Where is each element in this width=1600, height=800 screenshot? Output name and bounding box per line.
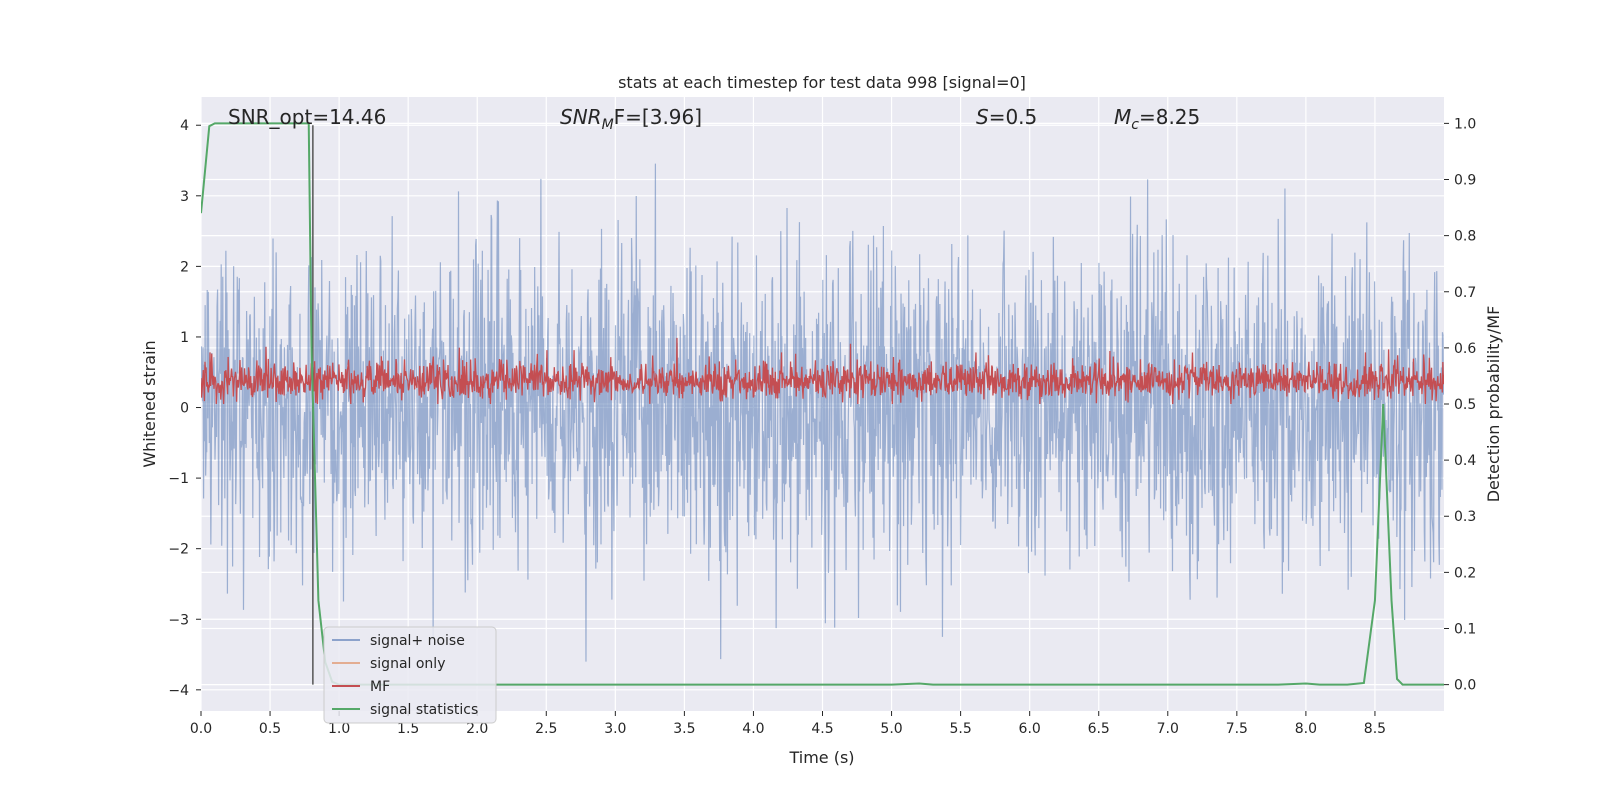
- x-tick-label: 6.5: [1088, 721, 1110, 737]
- y-tick-label: 4: [180, 118, 189, 134]
- legend-label-signal-statistics: signal statistics: [370, 702, 478, 718]
- x-tick-label: 8.0: [1295, 721, 1317, 737]
- annotation-s: S=0.5: [976, 105, 1037, 129]
- y-tick-label: −4: [168, 683, 189, 699]
- x-tick-label: 3.5: [673, 721, 695, 737]
- x-tick-label: 7.0: [1157, 721, 1179, 737]
- x-tick-label: 2.0: [466, 721, 488, 737]
- annotation-mc: Mc=8.25: [1114, 105, 1200, 133]
- legend-entry-signal-statistics: signal statistics: [332, 702, 478, 718]
- legend-label-signal-only: signal only: [370, 656, 445, 672]
- annotation-s-symbol: S: [976, 105, 989, 129]
- y-tick-label: 3: [180, 189, 189, 205]
- annotation-snr-mf-symbol: SNR: [560, 105, 602, 129]
- x-tick-label: 4.5: [811, 721, 833, 737]
- x-tick-label: 3.0: [604, 721, 626, 737]
- y-axis-left: 4 3 2 1 0 −1 −2 −3 −4: [168, 118, 201, 699]
- y2-tick-label: 0.4: [1454, 453, 1476, 469]
- y2-tick-label: 0.5: [1454, 397, 1476, 413]
- y-tick-label: −3: [168, 612, 189, 628]
- series-mf: [201, 337, 1444, 405]
- y2-tick-label: 0.9: [1454, 173, 1476, 189]
- legend-entry-mf: MF: [332, 679, 390, 695]
- y-tick-label: 0: [180, 401, 189, 417]
- y2-tick-label: 0.1: [1454, 621, 1476, 637]
- annotation-mc-symbol: M: [1114, 105, 1131, 129]
- annotation-snr-mf: SNRMF=[3.96]: [560, 105, 702, 133]
- y-tick-label: 1: [180, 330, 189, 346]
- x-tick-label: 2.5: [535, 721, 557, 737]
- x-tick-label: 5.5: [949, 721, 971, 737]
- line-signal-statistics: [201, 122, 1444, 686]
- chart-title: stats at each timestep for test data 998…: [618, 73, 1026, 92]
- annotation-snr-mf-subscript: M: [602, 117, 614, 133]
- legend: signal+ noise signal only MF signal stat…: [323, 626, 497, 724]
- x-tick-label: 6.0: [1019, 721, 1041, 737]
- line-mf: [201, 337, 1444, 405]
- x-tick-label: 7.5: [1226, 721, 1248, 737]
- legend-entry-signal-only: signal only: [332, 656, 445, 672]
- legend-box: [323, 626, 497, 724]
- x-tick-label: 4.0: [742, 721, 764, 737]
- y2-axis-label: Detection probability/MF: [1484, 306, 1503, 503]
- annotation-snr-opt: SNR_opt=14.46: [228, 105, 386, 129]
- x-tick-label: 8.5: [1364, 721, 1386, 737]
- annotation-mc-subscript: c: [1131, 117, 1139, 133]
- annotation-s-value: =0.5: [989, 105, 1038, 129]
- series-signal-statistics: [201, 122, 1444, 686]
- legend-label-signal-plus-noise: signal+ noise: [370, 633, 465, 649]
- y-axis-right: 1.0 0.9 0.8 0.7 0.6 0.5 0.4 0.3 0.2 0.1 0.0: [1444, 116, 1476, 694]
- x-tick-label: 1.5: [397, 721, 419, 737]
- x-tick-label: 0.5: [259, 721, 281, 737]
- legend-label-mf: MF: [370, 679, 390, 695]
- x-tick-label: 0.0: [190, 721, 212, 737]
- legend-entry-signal-plus-noise: signal+ noise: [332, 633, 465, 649]
- annotation-mc-value: =8.25: [1139, 105, 1200, 129]
- y2-tick-label: 0.0: [1454, 678, 1476, 694]
- y2-tick-label: 0.2: [1454, 565, 1476, 581]
- y2-tick-label: 0.7: [1454, 285, 1476, 301]
- y2-tick-label: 1.0: [1454, 116, 1476, 132]
- y2-tick-label: 0.6: [1454, 341, 1476, 357]
- annotation-snr-mf-value: F=[3.96]: [614, 105, 702, 129]
- y2-tick-label: 0.3: [1454, 509, 1476, 525]
- x-tick-label: 5.0: [880, 721, 902, 737]
- y-tick-label: 2: [180, 259, 189, 275]
- y2-tick-label: 0.8: [1454, 229, 1476, 245]
- y-axis-label: Whitened strain: [140, 340, 159, 467]
- x-axis-label: Time (s): [788, 748, 854, 767]
- y-tick-label: −1: [168, 471, 189, 487]
- y-tick-label: −2: [168, 542, 189, 558]
- x-axis: 0.0 0.5 1.0 1.5 2.0 2.5 3.0 3.5 4.0 4.5 5.0 5.5 6.0 6…: [190, 711, 1386, 737]
- x-tick-label: 1.0: [328, 721, 350, 737]
